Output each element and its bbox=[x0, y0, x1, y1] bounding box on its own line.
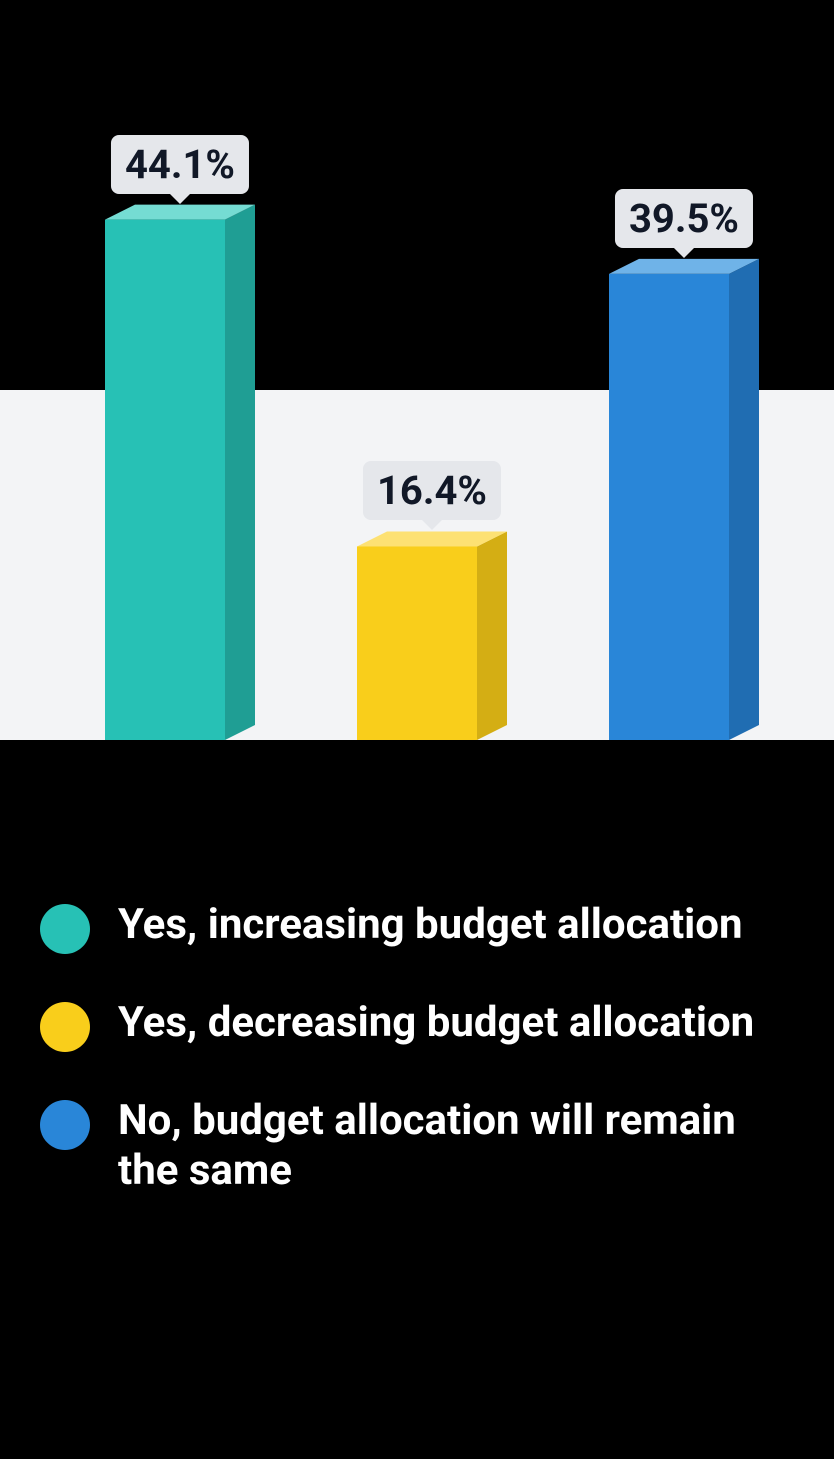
legend-item: Yes, decreasing budget allocation bbox=[40, 998, 794, 1052]
legend-swatch bbox=[40, 1100, 90, 1150]
bar-value-label: 39.5% bbox=[615, 189, 753, 248]
bar-value-label: 16.4% bbox=[363, 461, 501, 520]
legend-label: Yes, decreasing budget allocation bbox=[118, 998, 754, 1048]
bar bbox=[609, 259, 759, 740]
legend-label: No, budget allocation will remain the sa… bbox=[118, 1096, 758, 1197]
legend-swatch bbox=[40, 904, 90, 954]
bar bbox=[105, 205, 255, 740]
legend: Yes, increasing budget allocation Yes, d… bbox=[0, 860, 834, 1197]
legend-item: Yes, increasing budget allocation bbox=[40, 900, 794, 954]
chart-svg bbox=[0, 0, 834, 860]
legend-label: Yes, increasing budget allocation bbox=[118, 900, 743, 950]
bar bbox=[357, 531, 507, 740]
bar-chart: 44.1% 16.4% 39.5% bbox=[0, 0, 834, 860]
bar-value-label: 44.1% bbox=[111, 135, 249, 194]
legend-swatch bbox=[40, 1002, 90, 1052]
legend-item: No, budget allocation will remain the sa… bbox=[40, 1096, 794, 1197]
